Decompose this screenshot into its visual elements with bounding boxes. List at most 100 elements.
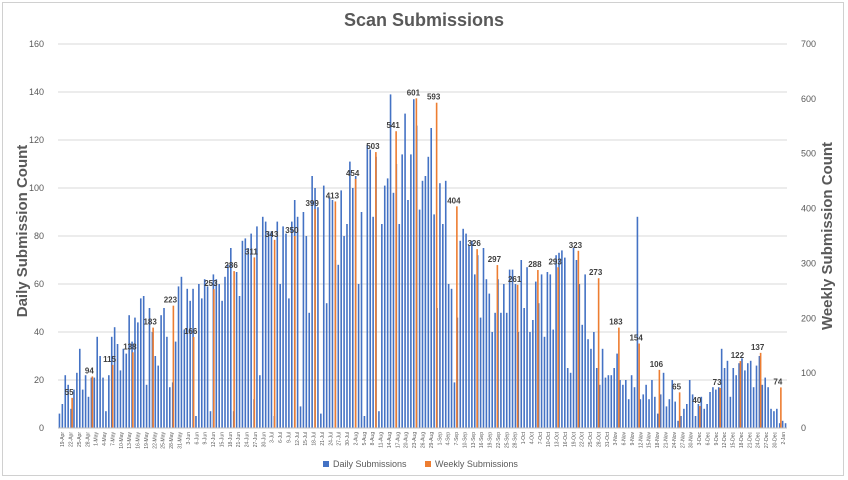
- x-tick-label: 28-Sep: [513, 432, 519, 448]
- daily-bar: [174, 341, 177, 428]
- daily-bar: [276, 221, 279, 428]
- x-tick-label: 25-Oct: [588, 431, 594, 447]
- daily-bar: [738, 363, 740, 428]
- daily-bar: [302, 212, 305, 428]
- daily-bar: [732, 368, 735, 428]
- daily-bar: [381, 224, 383, 428]
- x-tick-label: 27-Dec: [764, 432, 770, 449]
- x-tick-label: 25-May: [161, 432, 167, 449]
- y2-axis-title: Weekly Submission Count: [819, 142, 836, 330]
- daily-bar: [291, 221, 293, 428]
- daily-bar: [241, 240, 244, 428]
- daily-bar: [534, 281, 537, 428]
- daily-bar: [308, 312, 311, 428]
- daily-bar: [514, 284, 517, 428]
- weekly-data-label: 326: [467, 239, 481, 248]
- daily-bar: [627, 399, 630, 428]
- daily-bar: [668, 399, 671, 428]
- weekly-bar: [192, 336, 195, 428]
- y-tick-label: 40: [34, 327, 44, 337]
- weekly-bar: [132, 352, 134, 428]
- daily-bar: [67, 384, 69, 428]
- daily-bar: [412, 99, 415, 428]
- daily-bar: [523, 308, 525, 428]
- x-tick-label: 22-Apr: [69, 432, 75, 447]
- weekly-bar: [354, 178, 357, 428]
- x-tick-label: 12-Nov: [638, 432, 644, 449]
- weekly-bar: [233, 271, 235, 428]
- y2-tick-label: 300: [801, 258, 816, 268]
- weekly-bar: [719, 387, 721, 428]
- daily-bar: [575, 260, 578, 428]
- daily-bar: [587, 339, 589, 428]
- daily-bar: [459, 240, 462, 428]
- x-tick-label: 15-Jul: [303, 432, 309, 446]
- weekly-bar: [638, 343, 640, 428]
- daily-bar: [723, 368, 726, 428]
- daily-bar: [450, 288, 453, 428]
- x-tick-label: 19-May: [144, 432, 150, 449]
- daily-bar: [671, 380, 674, 428]
- weekly-bar: [71, 397, 73, 428]
- y-axis-title: Daily Submission Count: [14, 145, 31, 318]
- daily-bar: [645, 384, 647, 428]
- daily-bar: [781, 420, 784, 428]
- x-tick-label: 27-Jun: [253, 432, 259, 448]
- daily-bar: [659, 394, 662, 428]
- y-tick-label: 80: [34, 231, 44, 241]
- daily-bar: [84, 375, 87, 428]
- daily-bar: [108, 375, 110, 428]
- daily-bar: [500, 312, 502, 428]
- weekly-data-label: 74: [773, 377, 782, 386]
- y-tick-label: 0: [39, 423, 44, 433]
- daily-bar: [383, 185, 386, 428]
- x-tick-label: 7-May: [110, 432, 116, 446]
- daily-bar: [639, 399, 642, 428]
- daily-bar: [488, 293, 491, 428]
- daily-bar: [546, 272, 549, 428]
- legend: Daily Submissions Weekly Submissions: [323, 459, 518, 469]
- x-tick-label: 9-Jul: [286, 432, 292, 443]
- daily-bar: [169, 387, 171, 428]
- weekly-data-label: 261: [508, 275, 522, 284]
- legend-label-daily: Daily Submissions: [333, 459, 407, 469]
- daily-bar: [215, 279, 218, 428]
- daily-bar: [561, 250, 563, 428]
- daily-bar: [119, 370, 122, 428]
- weekly-data-label: 137: [751, 343, 765, 352]
- daily-bar: [398, 224, 401, 428]
- daily-bar: [157, 365, 159, 428]
- daily-bar: [116, 344, 119, 428]
- daily-bar: [613, 368, 615, 428]
- daily-bar: [746, 363, 749, 428]
- daily-bar: [433, 214, 435, 428]
- x-tick-label: 30-Dec: [772, 432, 778, 449]
- daily-bar: [357, 284, 360, 428]
- daily-bar: [224, 276, 226, 428]
- x-tick-label: 10-May: [119, 432, 125, 449]
- daily-bar: [741, 358, 743, 428]
- weekly-data-label: 122: [731, 351, 745, 360]
- daily-bar: [473, 274, 476, 428]
- weekly-bar: [658, 369, 661, 428]
- daily-bar: [584, 274, 586, 428]
- daily-bar: [270, 231, 273, 428]
- daily-bar: [485, 279, 488, 428]
- daily-bar: [691, 394, 694, 428]
- daily-bar: [70, 408, 72, 428]
- daily-bar: [581, 324, 584, 428]
- daily-bar: [366, 144, 369, 429]
- weekly-bar: [375, 152, 377, 428]
- daily-bar: [296, 216, 299, 428]
- x-tick-label: 29-Aug: [429, 432, 435, 448]
- x-tick-label: 28-Oct: [596, 431, 602, 447]
- daily-bar: [378, 411, 380, 428]
- x-tick-label: 22-May: [152, 432, 158, 449]
- daily-bar: [102, 377, 104, 428]
- daily-bar: [195, 416, 197, 428]
- daily-bar: [564, 257, 566, 428]
- daily-bar: [601, 348, 604, 428]
- daily-bar: [131, 341, 133, 428]
- daily-bar: [543, 336, 546, 428]
- daily-bar: [244, 238, 247, 428]
